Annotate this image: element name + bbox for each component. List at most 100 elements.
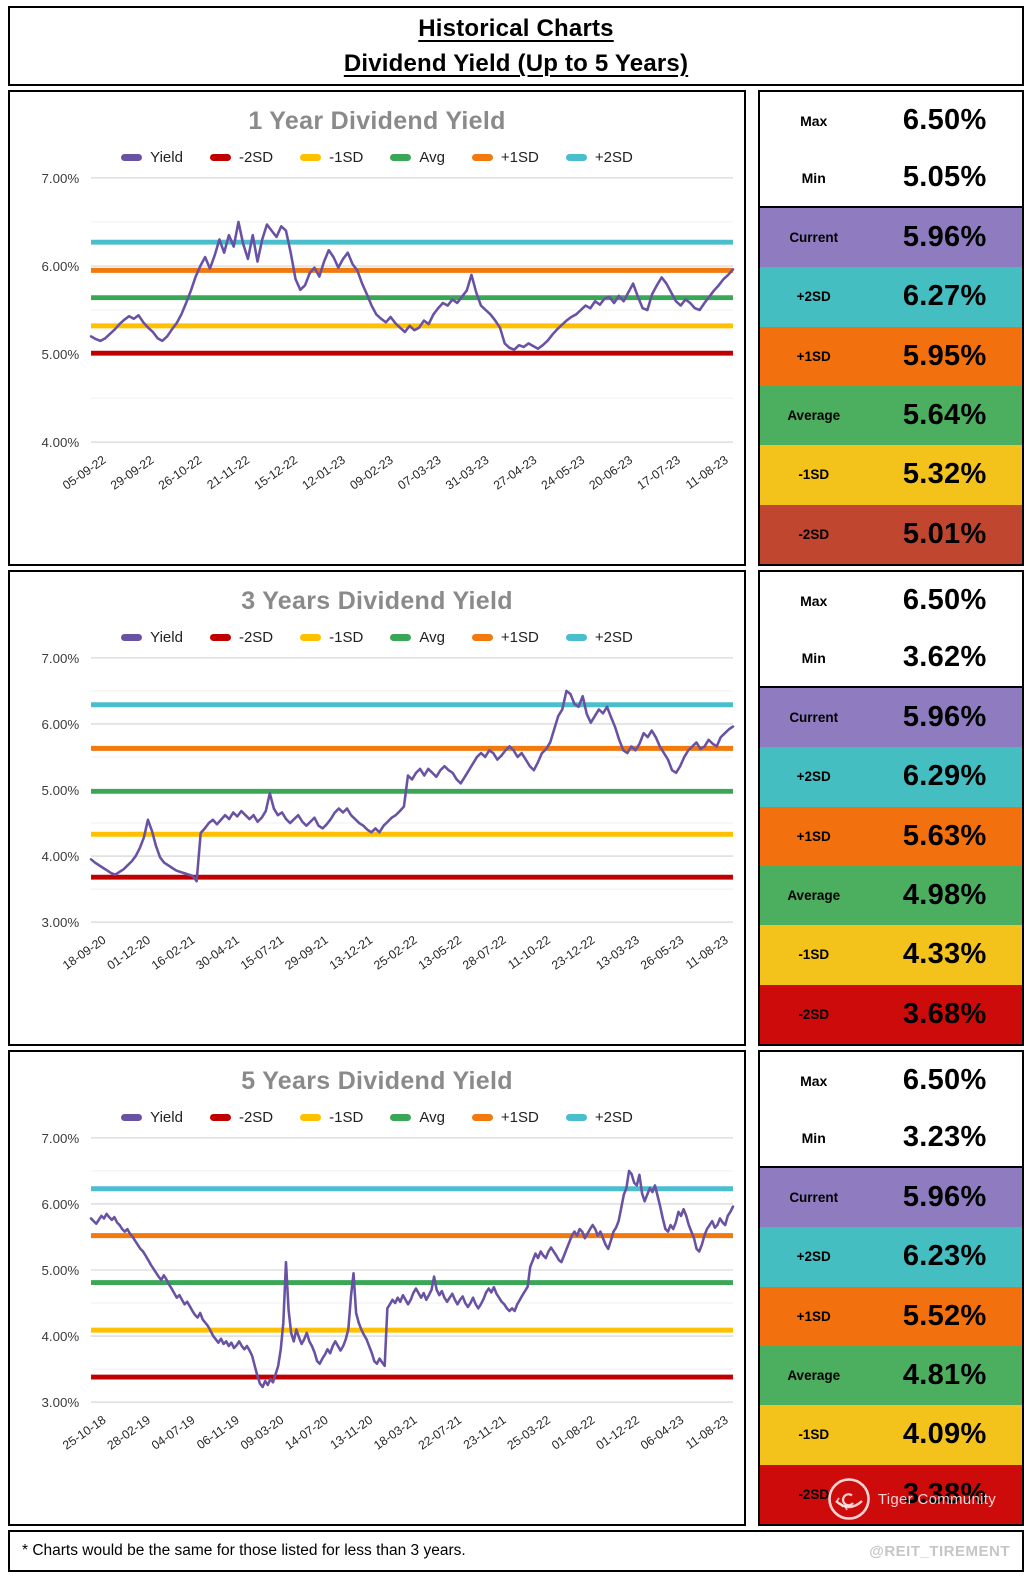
svg-text:4.00%: 4.00% [41,435,79,450]
svg-text:13-12-21: 13-12-21 [327,933,376,973]
svg-text:06-04-23: 06-04-23 [638,1413,687,1453]
stats-row-label: Max [800,1072,828,1089]
svg-text:15-12-22: 15-12-22 [252,453,301,493]
stats-row-value: 4.09% [902,1418,987,1451]
stats-row-value: 6.50% [902,584,987,616]
svg-text:01-08-22: 01-08-22 [549,1413,598,1453]
svg-text:11-08-23: 11-08-23 [683,933,731,972]
legend-label: Yield [150,149,183,166]
stats-row-value: 6.23% [902,1240,987,1273]
chart-box-5-years: 5 Years Dividend Yield Yield -2SD -1SD Avg +… [8,1050,746,1526]
stats-row-1sd: +1SD 5.63% [760,806,1022,866]
svg-text:26-10-22: 26-10-22 [156,453,205,493]
stats-row-1sd: +1SD 5.52% [760,1286,1022,1346]
svg-text:22-07-21: 22-07-21 [416,1413,465,1453]
chart-title-5-years: 5 Years Dividend Yield [241,1067,513,1095]
stats-row-label: +2SD [796,289,831,305]
legend-label: Yield [150,629,183,646]
stats-row-value: 6.50% [902,104,987,136]
svg-text:01-12-20: 01-12-20 [105,933,154,973]
stats-row-1sd: +1SD 5.95% [760,326,1022,386]
reference-lines [91,1186,733,1380]
svg-text:21-11-22: 21-11-22 [204,453,252,492]
legend-swatch-icon [300,154,322,161]
svg-text:28-07-22: 28-07-22 [460,933,509,973]
legend-item--2sd: -2SD [209,1109,273,1126]
page-title-box: Historical Charts Dividend Yield (Up to … [8,6,1024,86]
svg-text:12-01-23: 12-01-23 [299,453,348,493]
svg-text:7.00%: 7.00% [41,651,79,666]
stats-row-average: Average 4.81% [760,1345,1022,1406]
stats-row-1sd: -1SD 4.33% [760,925,1022,985]
stats-row-label: Current [789,1190,839,1206]
legend-swatch-icon [390,1114,412,1121]
stats-row-value: 5.96% [902,701,987,734]
credit-handle: @REIT_TIREMENT [869,1542,1010,1560]
stats-row-label: -1SD [798,1427,830,1443]
svg-text:16-02-21: 16-02-21 [149,933,198,973]
stats-colored-rows: Current 5.96% +2SD 6.29% +1SD 5.63% Average 4.9… [760,688,1022,1044]
legend-swatch-icon [300,634,322,641]
stats-row-label: +1SD [796,828,831,844]
legend-label: Avg [419,149,445,166]
stats-row-average: Average 4.98% [760,865,1022,926]
svg-text:6.00%: 6.00% [41,259,79,274]
legend-item-+1sd: +1SD [471,629,539,646]
stats-row-value: 6.50% [902,1064,987,1096]
stats-white-block: Max 6.50% Min 3.23% [760,1052,1022,1168]
stats-row-label: +1SD [796,1308,831,1324]
svg-text:09-03-20: 09-03-20 [238,1413,287,1453]
stats-row-max: Max 6.50% [760,572,1022,629]
svg-text:20-06-23: 20-06-23 [587,453,636,493]
yield-line [89,1169,735,1389]
legend-label: +1SD [500,629,539,646]
stats-row-label: Min [801,1129,826,1146]
svg-text:11-08-23: 11-08-23 [683,1413,731,1452]
footnote-text: * Charts would be the same for those lis… [22,1542,466,1559]
chart-svg-5-years: 7.00% 6.00% 5.00% 4.00% 3.00% 25-10-1828-02-1… [41,1131,735,1453]
legend-swatch-icon [471,1114,493,1121]
svg-text:09-02-23: 09-02-23 [347,453,396,493]
legend-label: +2SD [594,149,633,166]
stats-colored-rows: Current 5.96% +2SD 6.23% +1SD 5.52% Average 4.8… [760,1168,1022,1524]
stats-colored-rows: Current 5.96% +2SD 6.27% +1SD 5.95% Average 5.6… [760,208,1022,564]
svg-text:25-02-22: 25-02-22 [371,933,420,973]
page-title: Historical Charts [418,15,614,42]
stats-row-1sd: -1SD 4.09% [760,1405,1022,1465]
stats-row-label: Average [787,408,841,424]
legend-item--2sd: -2SD [209,149,273,166]
stats-row-label: Min [801,649,826,666]
legend-item-+2sd: +2SD [565,149,633,166]
stats-row-2sd: +2SD 6.23% [760,1227,1022,1287]
svg-text:25-10-18: 25-10-18 [60,1413,109,1453]
section-1-year: 1 Year Dividend Yield Yield -2SD -1SD Avg +1… [8,90,1024,566]
stats-row-value: 5.96% [902,221,987,254]
legend-label: -1SD [329,1109,364,1126]
svg-text:05-09-22: 05-09-22 [60,453,109,493]
stats-row-value: 4.81% [902,1359,987,1392]
svg-text:7.00%: 7.00% [41,171,79,186]
legend-item-yield: Yield [121,1109,183,1126]
stats-row-2sd: +2SD 6.29% [760,747,1022,807]
svg-text:18-09-20: 18-09-20 [60,933,109,973]
legend-swatch-icon [209,634,231,641]
section-5-years: 5 Years Dividend Yield Yield -2SD -1SD Avg +… [8,1050,1024,1526]
stats-row-label: Average [787,1368,841,1384]
svg-text:13-11-20: 13-11-20 [328,1413,376,1452]
stats-row-2sd: -2SD 3.38% [760,1464,1022,1524]
legend-swatch-icon [209,1114,231,1121]
legend-swatch-icon [390,634,412,641]
svg-text:29-09-21: 29-09-21 [282,933,331,973]
stats-row-label: Current [789,230,839,246]
x-axis-labels: 25-10-1828-02-1904-07-1906-11-1909-03-20… [60,1413,731,1453]
legend-label: +2SD [594,629,633,646]
stats-row-label: -1SD [798,947,830,963]
legend-swatch-icon [565,634,587,641]
stats-row-value: 5.52% [902,1299,987,1332]
stats-row-label: Min [801,169,826,186]
svg-text:7.00%: 7.00% [41,1131,79,1146]
stats-row-label: -2SD [798,526,830,542]
stats-row-value: 5.64% [902,399,987,432]
stats-panel-5-years: Max 6.50% Min 3.23% Current 5.96% +2SD 6.23% +1S… [758,1050,1024,1526]
